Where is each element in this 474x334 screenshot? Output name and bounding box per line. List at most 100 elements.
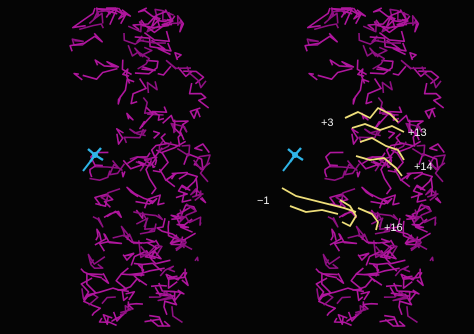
bond [96, 7, 118, 15]
bond [158, 282, 182, 302]
bond [370, 217, 384, 228]
bond [323, 293, 334, 306]
bond [71, 38, 87, 47]
bond [367, 15, 393, 31]
highlighted-bond [344, 107, 399, 123]
ligand-atom [92, 152, 98, 158]
bond [391, 9, 407, 29]
bond [389, 8, 410, 20]
bond [181, 268, 189, 287]
bond [434, 196, 442, 204]
bond [357, 252, 370, 261]
highlighted-bond [355, 155, 403, 177]
residue-label: +16 [384, 222, 403, 234]
bond [152, 149, 169, 173]
bond [171, 238, 193, 251]
highlighted-bond [357, 207, 379, 231]
bond [159, 265, 176, 277]
bond [364, 128, 382, 137]
bond [152, 130, 161, 139]
bond [336, 272, 345, 285]
bond [176, 218, 193, 229]
highlighted-bond [351, 123, 405, 133]
bond [429, 190, 437, 202]
bond [383, 290, 408, 302]
bond [157, 65, 172, 76]
bond [126, 186, 153, 202]
bond [124, 235, 156, 244]
bond [424, 188, 439, 198]
bond [139, 223, 157, 235]
bond [356, 59, 367, 76]
bond [161, 18, 174, 26]
bond [306, 38, 322, 47]
bond [95, 228, 102, 241]
bond [394, 265, 411, 277]
bond [98, 317, 117, 327]
bond [350, 272, 363, 291]
bond [156, 218, 179, 239]
bond [408, 235, 423, 252]
bond [395, 132, 418, 147]
bond [108, 163, 126, 176]
bond [337, 313, 348, 326]
bond [165, 171, 188, 188]
bond [428, 143, 445, 154]
bond [173, 235, 187, 252]
rna-structures [69, 7, 446, 327]
bond [189, 107, 201, 119]
bond [90, 263, 104, 270]
bond [421, 66, 442, 89]
bond [150, 142, 169, 166]
bond [122, 252, 135, 261]
bond [385, 284, 402, 288]
bond [171, 206, 191, 221]
bond [145, 160, 157, 195]
bond [160, 140, 187, 154]
bond [410, 184, 426, 199]
bond [324, 151, 344, 167]
bond [89, 170, 111, 181]
bond [194, 256, 199, 262]
bond [83, 294, 102, 317]
bond [149, 314, 171, 327]
bond [165, 59, 192, 70]
bond [414, 19, 420, 33]
bond [151, 106, 168, 121]
bond [123, 277, 148, 291]
bond [190, 188, 204, 198]
bond [135, 217, 149, 228]
bond [169, 232, 196, 244]
bond [406, 238, 428, 251]
bond [387, 149, 404, 173]
bond [325, 263, 339, 270]
bond [118, 9, 132, 25]
bond [333, 317, 352, 327]
bond [355, 267, 380, 283]
bond [376, 211, 392, 233]
bond [329, 59, 355, 68]
bond [369, 46, 388, 58]
bond [360, 290, 371, 301]
bond [411, 144, 426, 157]
bond [381, 241, 397, 260]
bond [154, 8, 175, 20]
bond [324, 165, 332, 178]
bond [194, 143, 210, 154]
bond [343, 163, 361, 176]
bond [408, 119, 419, 137]
bond [404, 232, 431, 244]
bond [126, 112, 134, 121]
bond [308, 72, 318, 81]
bond [356, 289, 364, 302]
bond [317, 67, 353, 80]
bond [395, 140, 422, 154]
bond [324, 170, 346, 181]
bond [138, 240, 148, 259]
bond [411, 218, 428, 229]
bond [336, 296, 351, 305]
highlighted-residues [281, 107, 405, 231]
bond [385, 142, 404, 166]
bond [165, 271, 188, 281]
bond [358, 128, 380, 144]
